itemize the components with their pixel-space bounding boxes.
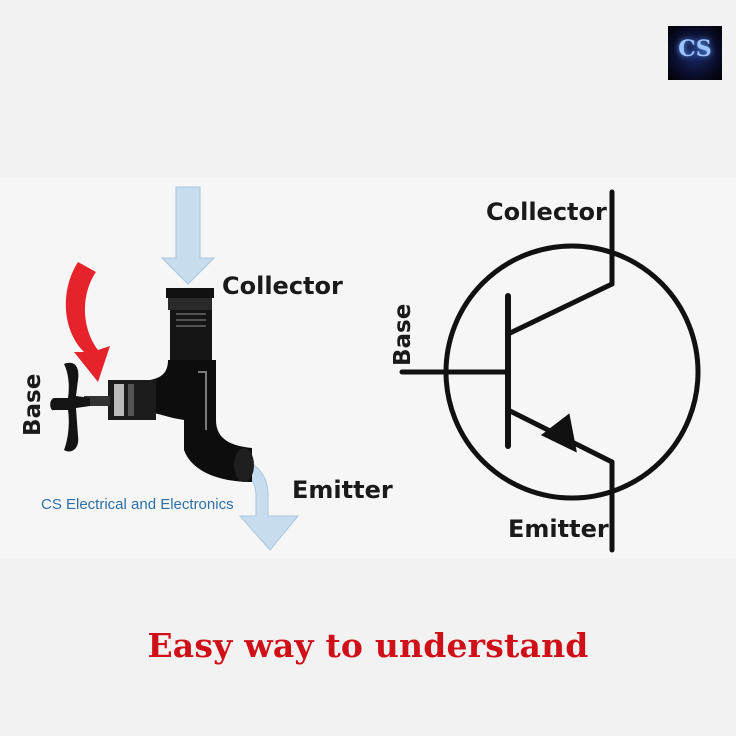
- emitter-arrowhead: [540, 413, 577, 453]
- faucet-collector-label: Collector: [222, 272, 343, 300]
- npn-transistor-symbol: [399, 189, 701, 553]
- transistor-base-label: Base: [390, 303, 416, 366]
- watermark-text: CS Electrical and Electronics: [41, 496, 234, 513]
- transistor-emitter-label: Emitter: [508, 515, 609, 543]
- faucet-icon: [50, 288, 254, 482]
- caption-title: Easy way to understand: [147, 626, 589, 665]
- transistor-collector-label: Collector: [486, 198, 607, 226]
- faucet-base-label: Base: [20, 373, 46, 436]
- inflow-arrow: [160, 186, 216, 285]
- logo-text: CS: [678, 36, 712, 62]
- turn-arrow: [65, 262, 110, 382]
- faucet-emitter-label: Emitter: [292, 476, 393, 504]
- cs-logo: CS: [668, 26, 722, 80]
